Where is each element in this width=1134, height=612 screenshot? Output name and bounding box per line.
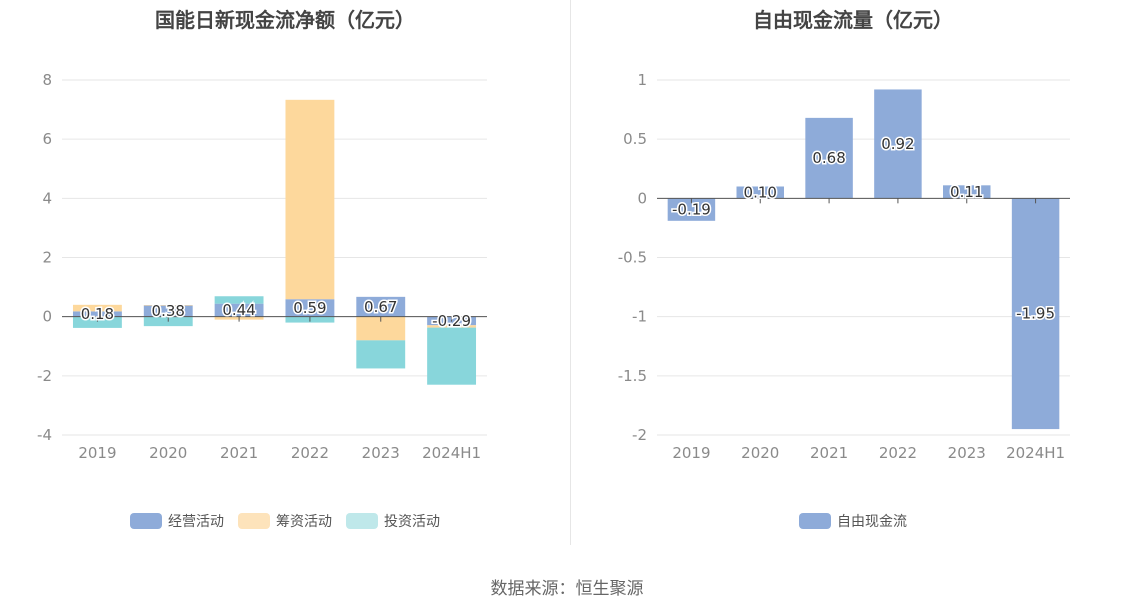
- legend-item-operating[interactable]: 经营活动: [130, 511, 224, 531]
- legend-item-financing[interactable]: 筹资活动: [238, 511, 332, 531]
- legend-swatch: [130, 513, 162, 529]
- legend-swatch: [799, 513, 831, 529]
- data-label: 0.10: [744, 183, 777, 201]
- x-tick-label: 2019: [78, 444, 116, 462]
- data-label: 0.67: [364, 298, 397, 316]
- bar: [143, 305, 193, 306]
- x-tick-label: 2024H1: [422, 444, 481, 462]
- legend-swatch: [346, 513, 378, 529]
- y-tick-label: -2: [632, 426, 647, 444]
- data-label: 0.38: [152, 302, 185, 320]
- x-tick-label: 2023: [362, 444, 400, 462]
- x-tick-label: 2021: [810, 444, 848, 462]
- data-label: -1.95: [1016, 305, 1055, 323]
- y-tick-label: 8: [42, 71, 52, 89]
- x-tick-label: 2020: [741, 444, 779, 462]
- legend-item-free-cash-flow[interactable]: 自由现金流: [799, 511, 907, 531]
- bar: [427, 327, 477, 385]
- bar: [736, 186, 784, 199]
- data-label: 0.68: [812, 149, 845, 167]
- bar: [214, 296, 264, 304]
- bar: [214, 303, 264, 317]
- x-tick-label: 2020: [149, 444, 187, 462]
- legend-swatch: [238, 513, 270, 529]
- y-tick-label: 0.5: [623, 130, 647, 148]
- x-tick-label: 2024H1: [1006, 444, 1065, 462]
- data-label: 0.11: [950, 183, 983, 201]
- bar: [943, 185, 991, 199]
- data-label: 0.44: [222, 301, 255, 319]
- y-tick-label: 1: [637, 71, 647, 89]
- legend-label: 经营活动: [168, 514, 224, 530]
- data-source: 数据来源：恒生聚源: [490, 579, 644, 599]
- y-tick-label: 6: [42, 130, 52, 148]
- bar: [427, 325, 477, 328]
- chart-title: 自由现金流量（亿元）: [753, 8, 953, 32]
- bar: [72, 304, 122, 312]
- legend-item-investing[interactable]: 投资活动: [346, 511, 440, 531]
- data-label: 0.59: [293, 299, 326, 317]
- y-tick-label: -4: [37, 426, 52, 444]
- legend-label: 自由现金流: [837, 514, 907, 530]
- bar: [356, 296, 406, 317]
- x-tick-label: 2022: [291, 444, 329, 462]
- bar: [72, 311, 122, 317]
- y-tick-label: 2: [42, 249, 52, 267]
- x-tick-label: 2023: [948, 444, 986, 462]
- data-label: -0.19: [672, 201, 711, 219]
- legend-label: 筹资活动: [276, 514, 332, 530]
- y-tick-label: 0: [637, 189, 647, 207]
- x-tick-label: 2022: [879, 444, 917, 462]
- y-tick-label: 4: [42, 189, 52, 207]
- data-label: 0.92: [881, 135, 914, 153]
- data-label: -0.29: [432, 312, 471, 330]
- legend: 经营活动 筹资活动 投资活动: [0, 511, 570, 531]
- data-label: 0.18: [81, 305, 114, 323]
- free-cash-flow-chart: 自由现金流量（亿元） -2 -1.5 -1 -0.5 0 0.5 1 2019 2020 2021…: [572, 0, 1134, 545]
- y-tick-label: 0: [42, 308, 52, 326]
- legend: 自由现金流: [572, 511, 1134, 531]
- x-tick-label: 2019: [672, 444, 710, 462]
- bar: [1011, 198, 1060, 430]
- bar: [805, 117, 853, 199]
- bar: [356, 340, 406, 369]
- free-cash-flow-plot: -2 -1.5 -1 -0.5 0 0.5 1 2019 2020 2021 2022 2023 202…: [618, 71, 1070, 462]
- bar: [285, 99, 335, 300]
- cash-flow-net-plot: -4 -2 0 2 4 6 8 2019 2020 2021 2022 2023 2024H1 0.18 0…: [37, 71, 487, 462]
- legend-label: 投资活动: [384, 514, 440, 530]
- bar: [72, 316, 122, 328]
- y-tick-label: -1: [632, 308, 647, 326]
- bar: [874, 89, 922, 199]
- y-tick-label: -2: [37, 367, 52, 385]
- panel-divider: [570, 0, 571, 545]
- bar: [667, 198, 716, 221]
- bar: [356, 316, 406, 341]
- y-tick-label: -1.5: [618, 367, 647, 385]
- chart-title: 国能日新现金流净额（亿元）: [155, 8, 415, 32]
- x-tick-label: 2021: [220, 444, 258, 462]
- y-tick-label: -0.5: [618, 249, 647, 267]
- bar: [285, 299, 335, 317]
- bar: [143, 305, 193, 317]
- cash-flow-net-chart: 国能日新现金流净额（亿元） -4 -2 0 2 4 6 8 2019 2020 2021 2022 2…: [0, 0, 570, 545]
